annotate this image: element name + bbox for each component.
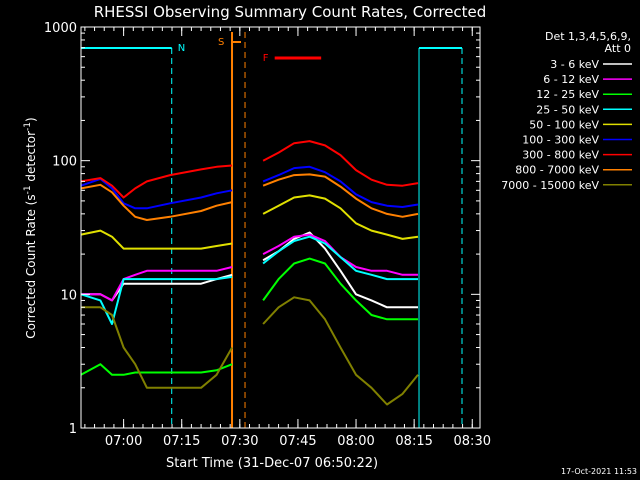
footer-timestamp: 17-Oct-2021 11:53 xyxy=(561,467,637,476)
overlay-markers: N S F xyxy=(81,32,463,428)
series-layer xyxy=(80,140,419,406)
y-label-part: -1 xyxy=(23,122,33,131)
series-line-100-300-kev-seg1 xyxy=(80,177,233,210)
series-line-100-300-kev-seg2 xyxy=(262,165,419,208)
y-label-part: ) xyxy=(24,117,38,122)
legend-header-detectors: Det 1,3,4,5,6,9, xyxy=(545,30,631,43)
legend-label: 3 - 6 keV xyxy=(550,58,599,71)
y-tick-label: 100 xyxy=(52,155,77,170)
y-tick-label: 1 xyxy=(69,422,77,437)
x-axis-label: Start Time (31-Dec-07 06:50:22) xyxy=(166,456,378,471)
series-line-25-50-kev-seg2 xyxy=(262,235,418,281)
axes: 1 10 100 1000 07:00 07:15 07:30 07:45 08:00 08:15… xyxy=(44,21,491,449)
legend: Det 1,3,4,5,6,9,Att 0 3 - 6 keV 6 - 12 keV… xyxy=(501,30,632,192)
night-label: N xyxy=(178,43,185,54)
x-tick-label: 08:15 xyxy=(395,434,432,449)
series-line-50-100-kev-seg1 xyxy=(80,229,233,250)
flare-label: F xyxy=(263,53,269,64)
series-line-50-100-kev-seg2 xyxy=(262,194,419,240)
series-line-7000-15000-kev-seg1 xyxy=(81,306,233,389)
legend-label: 50 - 100 keV xyxy=(529,118,599,131)
x-tick-label: 07:45 xyxy=(279,434,316,449)
y-tick-label: 1000 xyxy=(44,21,77,36)
x-tick-label: 07:30 xyxy=(221,434,258,449)
y-label-part: Corrected Count Rate (s xyxy=(24,194,38,338)
legend-label: 300 - 800 keV xyxy=(522,149,599,162)
legend-header-attenuator: Att 0 xyxy=(605,42,631,55)
series-line-7000-15000-kev-seg2 xyxy=(262,296,419,406)
series-line-3-6-kev-seg2 xyxy=(262,231,418,309)
y-label-part: -1 xyxy=(23,185,33,194)
series-line-300-800-kev-seg1 xyxy=(80,164,233,199)
y-axis-label: Corrected Count Rate (s-1 detector-1) xyxy=(23,117,38,338)
x-tick-label: 07:00 xyxy=(105,434,142,449)
legend-label: 800 - 7000 keV xyxy=(515,164,599,177)
series-line-6-12-kev-seg2 xyxy=(262,233,418,276)
legend-label: 7000 - 15000 keV xyxy=(501,179,599,192)
x-tick-label: 08:30 xyxy=(454,434,491,449)
legend-label: 25 - 50 keV xyxy=(536,103,599,116)
y-tick-label: 10 xyxy=(60,288,77,303)
legend-label: 12 - 25 keV xyxy=(536,88,599,101)
legend-label: 100 - 300 keV xyxy=(522,134,599,147)
chart-title: RHESSI Observing Summary Count Rates, Co… xyxy=(94,3,487,21)
saa-label: S xyxy=(218,37,224,48)
series-line-800-7000-kev-seg1 xyxy=(80,183,233,221)
plot-frame xyxy=(80,26,481,429)
series-line-800-7000-kev-seg2 xyxy=(262,173,419,218)
series-line-12-25-kev-seg2 xyxy=(262,257,418,321)
series-line-6-12-kev-seg1 xyxy=(81,266,233,302)
legend-label: 6 - 12 keV xyxy=(543,73,599,86)
y-label-part: detector xyxy=(24,131,38,186)
x-tick-label: 08:00 xyxy=(337,434,374,449)
x-tick-label: 07:15 xyxy=(163,434,200,449)
series-line-300-800-kev-seg2 xyxy=(262,140,419,187)
series-line-12-25-kev-seg1 xyxy=(80,363,233,376)
